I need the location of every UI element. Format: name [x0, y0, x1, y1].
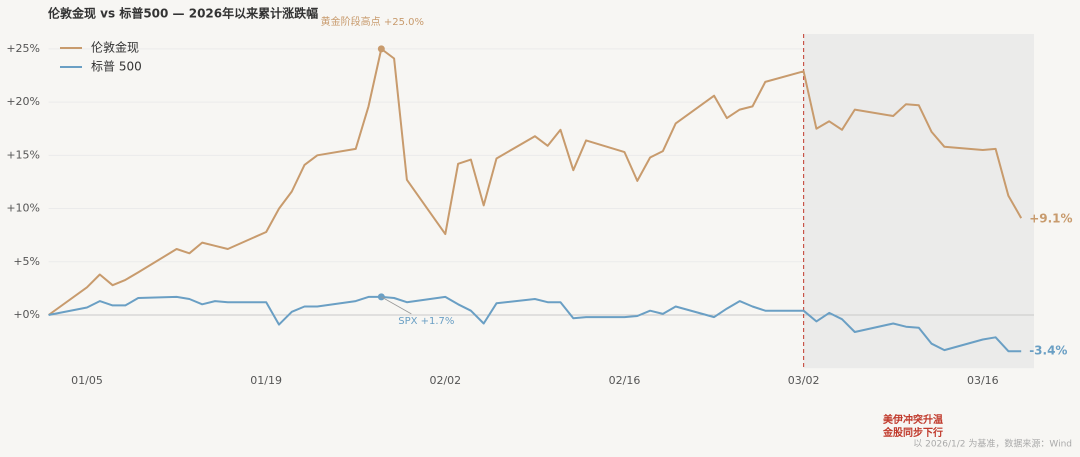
annotation-dot	[377, 45, 385, 53]
end-label: -3.4%	[1029, 344, 1067, 358]
y-tick-label: +25%	[6, 42, 40, 55]
x-tick-label: 02/16	[609, 374, 641, 387]
y-tick-label: +20%	[6, 95, 40, 108]
y-tick-label: +10%	[6, 202, 40, 215]
y-tick-label: +15%	[6, 148, 40, 161]
end-label: +9.1%	[1029, 212, 1072, 226]
event-shade	[803, 34, 1034, 369]
event-label: 美伊冲突升温	[883, 413, 943, 426]
annotation-leader	[381, 296, 412, 315]
series-line	[48, 295, 1022, 353]
event-label: 金股同步下行	[882, 426, 943, 439]
x-tick-label: 03/02	[788, 374, 820, 387]
annotation-label: SPX +1.7%	[398, 316, 454, 327]
y-tick-label: +0%	[13, 308, 40, 321]
footnote: 以 2026/1/2 为基准，数据来源：Wind	[913, 438, 1072, 450]
x-tick-label: 01/05	[71, 374, 103, 387]
chart-title: 伦敦金现 vs 标普500 — 2026年以来累计涨跌幅	[48, 6, 318, 21]
series-line	[48, 47, 1023, 316]
annotation-label: 黄金阶段高点 +25.0%	[321, 15, 424, 28]
x-tick-label: 02/02	[429, 374, 461, 387]
legend-label: 标普 500	[91, 60, 142, 74]
y-tick-label: +5%	[13, 255, 40, 268]
x-tick-label: 01/19	[250, 374, 282, 387]
x-tick-label: 03/16	[967, 374, 999, 387]
legend-label: 伦敦金现	[91, 40, 139, 55]
